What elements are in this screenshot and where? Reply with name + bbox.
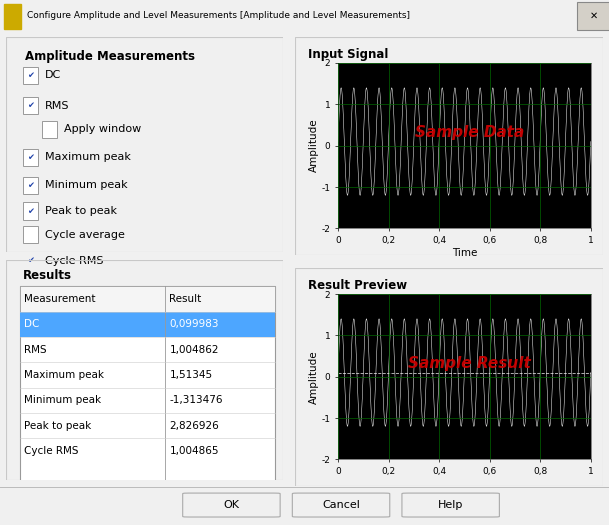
FancyBboxPatch shape (183, 493, 280, 517)
Text: Configure Amplitude and Level Measurements [Amplitude and Level Measurements]: Configure Amplitude and Level Measuremen… (27, 11, 410, 20)
Text: Cancel: Cancel (322, 500, 360, 510)
Bar (23, 67, 38, 84)
Bar (23, 203, 38, 220)
Text: Cycle average: Cycle average (45, 230, 125, 240)
Text: Results: Results (23, 269, 72, 282)
Bar (23, 176, 38, 194)
Text: 1,004865: 1,004865 (169, 446, 219, 456)
Bar (23, 252, 38, 269)
Text: Peak to peak: Peak to peak (24, 421, 91, 431)
Text: Maximum peak: Maximum peak (24, 370, 104, 380)
Text: Minimum peak: Minimum peak (45, 180, 127, 190)
Text: 2,826926: 2,826926 (169, 421, 219, 431)
Bar (20, 286, 275, 312)
Text: ✔: ✔ (27, 207, 34, 216)
Text: DC: DC (45, 70, 61, 80)
Text: Result Preview: Result Preview (308, 279, 407, 292)
Text: 1,004862: 1,004862 (169, 345, 219, 355)
Bar (20, 312, 275, 337)
Text: 1,51345: 1,51345 (169, 370, 213, 380)
Y-axis label: Amplitude: Amplitude (309, 350, 319, 404)
Text: RMS: RMS (45, 101, 69, 111)
Bar (4, 4, 21, 29)
Text: Help: Help (438, 500, 463, 510)
Text: -1,313476: -1,313476 (169, 395, 223, 405)
FancyBboxPatch shape (402, 493, 499, 517)
Text: Amplitude Measurements: Amplitude Measurements (26, 50, 195, 62)
FancyBboxPatch shape (577, 2, 609, 30)
Text: Input Signal: Input Signal (308, 48, 388, 61)
Text: Sample Result: Sample Result (408, 356, 531, 371)
Text: ✕: ✕ (590, 10, 598, 20)
Text: ✔: ✔ (27, 256, 34, 265)
Bar (4, 4, 21, 29)
Text: Sample Data: Sample Data (415, 125, 524, 140)
Text: ✔: ✔ (27, 71, 34, 80)
Text: ✔: ✔ (27, 153, 34, 162)
Text: Apply window: Apply window (65, 124, 141, 134)
Text: Peak to peak: Peak to peak (45, 206, 117, 216)
Text: 0,099983: 0,099983 (169, 319, 219, 329)
Text: Minimum peak: Minimum peak (24, 395, 101, 405)
Y-axis label: Amplitude: Amplitude (309, 119, 319, 173)
Text: DC: DC (24, 319, 40, 329)
Text: RMS: RMS (24, 345, 47, 355)
Text: Result: Result (169, 294, 202, 304)
Bar (23, 97, 38, 114)
Text: ✔: ✔ (27, 181, 34, 190)
X-axis label: Time: Time (452, 248, 477, 258)
Text: Cycle RMS: Cycle RMS (24, 446, 79, 456)
Text: Measurement: Measurement (24, 294, 96, 304)
Text: ✔: ✔ (27, 101, 34, 110)
Text: OK: OK (224, 500, 239, 510)
FancyBboxPatch shape (292, 493, 390, 517)
Bar (23, 226, 38, 244)
Text: Maximum peak: Maximum peak (45, 152, 131, 162)
Text: Cycle RMS: Cycle RMS (45, 256, 104, 266)
Bar (23, 149, 38, 166)
Bar (42, 121, 57, 138)
